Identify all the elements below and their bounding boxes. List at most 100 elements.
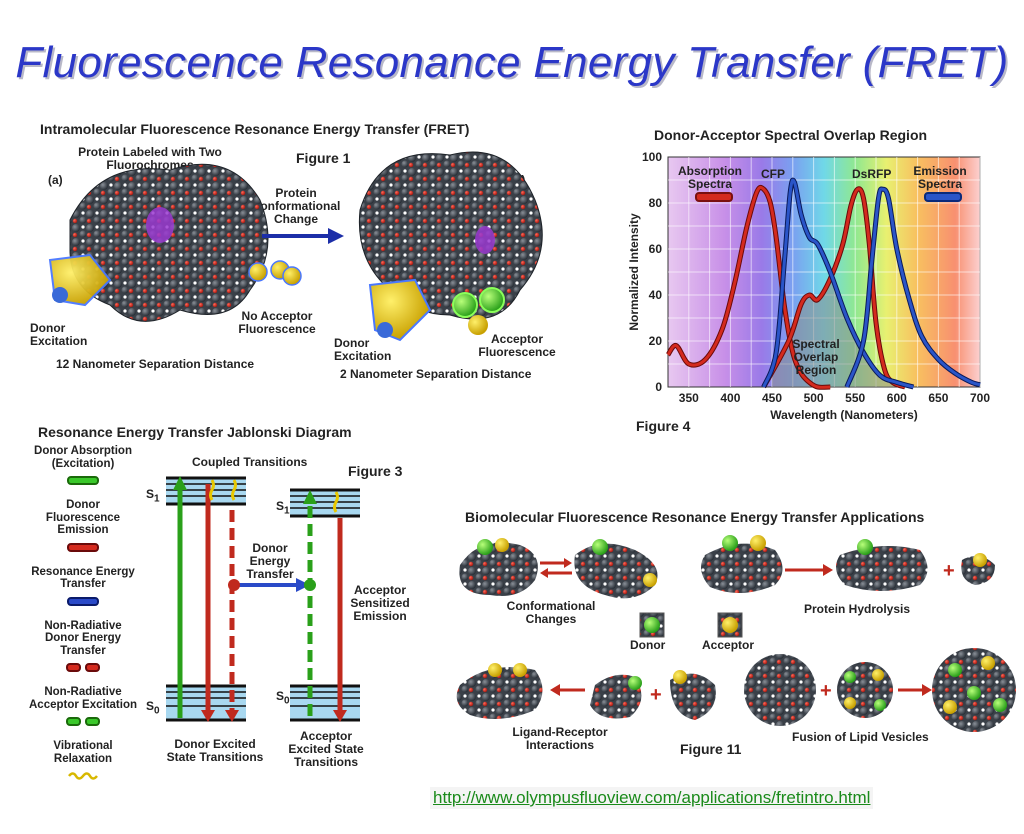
legend-item-swatch bbox=[28, 593, 138, 611]
donor-excited-state-label: Donor Excited State Transitions bbox=[166, 737, 264, 764]
jablonski-diagram bbox=[166, 476, 360, 722]
figure1-label: Figure 1 bbox=[296, 150, 351, 166]
acceptor-s1-label: S1 bbox=[276, 499, 290, 517]
donor-key-label: Donor bbox=[630, 638, 666, 652]
acceptor-fluorochrome-a bbox=[248, 260, 302, 286]
donor-absorption-arrow bbox=[173, 476, 187, 718]
legend-item-label: Non-Radiative Acceptor Excitation bbox=[29, 686, 137, 711]
acceptor-key bbox=[717, 612, 743, 638]
y-tick-label: 20 bbox=[649, 334, 663, 348]
x-tick-label: 700 bbox=[970, 391, 990, 405]
legend-item: Non-Radiative Acceptor Excitation bbox=[28, 686, 138, 731]
legend-item-swatch bbox=[28, 713, 138, 731]
legend-item-swatch bbox=[28, 659, 138, 677]
absorption-legend-swatch bbox=[695, 192, 733, 202]
series-line-emission-cfp bbox=[762, 178, 914, 389]
lipid-vesicle-fusion: + bbox=[744, 648, 1016, 732]
donor-excitation-b-label: Donor Excitation bbox=[334, 336, 392, 363]
acceptor-s0-levels bbox=[290, 684, 360, 722]
figure4-label: Figure 4 bbox=[636, 418, 691, 434]
protein-label: Protein Labeled with Two Fluorochromes bbox=[78, 145, 222, 172]
conformational-change-label: Protein Conformational Change bbox=[251, 186, 341, 226]
legend-item: Resonance Energy Transfer bbox=[28, 566, 138, 611]
separation-a-label: 12 Nanometer Separation Distance bbox=[56, 357, 255, 371]
separation-b-label: 2 Nanometer Separation Distance bbox=[340, 367, 532, 381]
lipid-vesicle-fusion-label: Fusion of Lipid Vesicles bbox=[792, 730, 929, 744]
legend-item-label: Non-Radiative Donor Energy Transfer bbox=[44, 619, 122, 657]
acceptor-emission-arrow bbox=[333, 518, 347, 722]
svg-text:+: + bbox=[650, 684, 662, 706]
donor-emission-arrow bbox=[201, 484, 215, 722]
legend-item: Non-Radiative Donor Energy Transfer bbox=[28, 620, 138, 678]
x-tick-label: 600 bbox=[887, 391, 907, 405]
figure11-heading: Biomolecular Fluorescence Resonance Ener… bbox=[465, 509, 925, 525]
acceptor-fluorochrome-b bbox=[452, 287, 505, 335]
legend-item-label: Vibrational Relaxation bbox=[53, 740, 113, 765]
figure4-heading: Donor-Acceptor Spectral Overlap Region bbox=[654, 127, 928, 143]
acceptor-s0-label: S0 bbox=[276, 689, 290, 707]
emission-legend-swatch bbox=[924, 192, 962, 202]
spectral-overlap-label: Spectral Overlap Region bbox=[792, 337, 840, 377]
svg-text:+: + bbox=[943, 560, 955, 582]
legend-item: Donor Absorption (Excitation) bbox=[28, 445, 138, 490]
donor-energy-transfer-label: Donor Energy Transfer bbox=[246, 541, 294, 581]
svg-text:+: + bbox=[820, 680, 832, 702]
y-axis-label: Normalized Intensity bbox=[627, 213, 641, 331]
protein-a bbox=[69, 163, 269, 322]
series-line-emission-dsrfp bbox=[845, 187, 981, 388]
emission-spectra-label: Emission Spectra bbox=[913, 164, 967, 191]
legend-item-swatch bbox=[28, 767, 138, 785]
donor-key bbox=[639, 612, 665, 638]
y-tick-label: 60 bbox=[649, 242, 663, 256]
legend-item-label: Resonance Energy Transfer bbox=[31, 565, 135, 591]
acceptor-key-label: Acceptor bbox=[702, 638, 755, 652]
x-tick-label: 650 bbox=[928, 391, 948, 405]
x-tick-label: 550 bbox=[845, 391, 865, 405]
donor-s0-label: S0 bbox=[146, 699, 160, 717]
nonradiative-acceptor-arrow bbox=[303, 490, 317, 716]
jablonski-legend: Donor Absorption (Excitation) Donor Fluor… bbox=[28, 445, 138, 785]
nonradiative-donor-arrow bbox=[225, 510, 239, 722]
protein-hydrolysis-molecules: + bbox=[701, 535, 995, 594]
panel-a-label: (a) bbox=[48, 173, 63, 187]
series-line-absorption-dsrfp bbox=[762, 187, 906, 389]
figure11-label: Figure 11 bbox=[680, 741, 742, 757]
no-acceptor-label: No Acceptor Fluorescence bbox=[238, 309, 316, 336]
figure3-label: Figure 3 bbox=[348, 463, 403, 479]
figure1-graphic bbox=[48, 151, 543, 342]
x-tick-label: 450 bbox=[762, 391, 782, 405]
ligand-receptor-molecules: + bbox=[456, 663, 716, 720]
slide-title: Fluorescence Resonance Energy Transfer (… bbox=[15, 38, 1009, 87]
y-tick-label: 100 bbox=[642, 150, 662, 164]
legend-item-label: Donor Fluorescence Emission bbox=[45, 499, 121, 536]
x-tick-label: 400 bbox=[720, 391, 740, 405]
x-tick-label: 350 bbox=[679, 391, 699, 405]
figure11-graphic: + + + bbox=[456, 535, 1016, 732]
absorption-spectra-label: Absorption Spectra bbox=[678, 164, 742, 191]
series-line-absorption-cfp bbox=[666, 185, 831, 389]
conformational-arrow bbox=[262, 228, 344, 244]
x-tick-label: 500 bbox=[804, 391, 824, 405]
energy-transfer-arrow bbox=[228, 578, 316, 592]
x-axis-label: Wavelength (Nanometers) bbox=[770, 408, 918, 422]
legend-item-swatch bbox=[28, 539, 138, 557]
y-tick-label: 40 bbox=[649, 288, 663, 302]
dsrfp-label: DsRFP bbox=[852, 167, 892, 181]
source-link[interactable]: http://www.olympusfluoview.com/applicati… bbox=[430, 787, 874, 809]
y-tick-label: 0 bbox=[655, 380, 662, 394]
spectral-overlap-region bbox=[772, 276, 914, 387]
donor-fluorochrome-a bbox=[48, 253, 112, 307]
ligand-receptor-label: Ligand-Receptor Interactions bbox=[512, 725, 608, 752]
coupled-transitions-label: Coupled Transitions bbox=[192, 455, 308, 469]
figure1-heading: Intramolecular Fluorescence Resonance En… bbox=[40, 121, 470, 137]
protein-hydrolysis-label: Protein Hydrolysis bbox=[804, 602, 911, 616]
conformational-changes-label: Conformational Changes bbox=[506, 599, 596, 626]
cfp-label: CFP bbox=[761, 167, 785, 181]
donor-s1-label: S1 bbox=[146, 487, 160, 505]
acceptor-fluorescence-label: Acceptor Fluorescence bbox=[478, 332, 556, 359]
vibrational-relaxation-acceptor bbox=[333, 491, 339, 513]
conformational-change-proteins bbox=[459, 538, 658, 599]
legend-item: Vibrational Relaxation bbox=[28, 740, 138, 785]
acceptor-s1-levels bbox=[290, 488, 360, 518]
acceptor-sensitized-emission-label: Acceptor Sensitized Emission bbox=[350, 583, 410, 623]
